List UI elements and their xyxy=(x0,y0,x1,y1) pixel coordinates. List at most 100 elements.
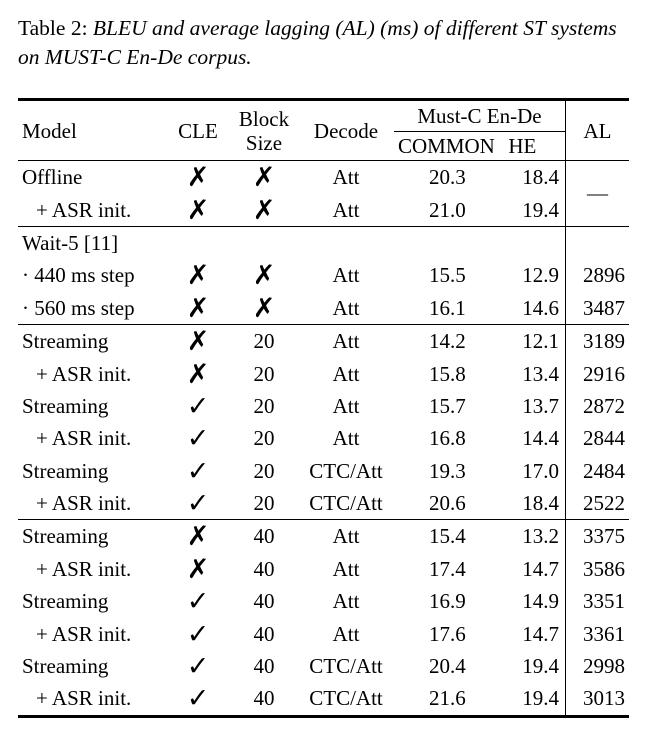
row-common: 17.4 xyxy=(429,556,466,581)
row-decode: Att xyxy=(332,361,360,386)
row-model: + ASR init. xyxy=(36,621,132,646)
row-he: 14.6 xyxy=(479,291,566,325)
row-common: 15.8 xyxy=(429,361,466,386)
caption-label: Table 2: xyxy=(18,16,88,40)
row-block: 20 xyxy=(253,393,275,418)
row-model: + ASR init. xyxy=(36,197,132,222)
row-al: 2872 xyxy=(583,393,625,418)
row-common: 16.1 xyxy=(429,295,466,320)
row-block: 20 xyxy=(253,361,275,386)
row-common: 21.0 xyxy=(429,197,466,222)
row-common: 20.4 xyxy=(429,654,466,679)
table-row: + ASR init. ✓ 40 CTC/Att 21.6 19.4 3013 xyxy=(18,682,629,718)
row-decode: Att xyxy=(332,263,360,288)
cross-icon: ✗ xyxy=(186,358,210,389)
row-model: + ASR init. xyxy=(18,682,166,718)
header-block-size: Block Size xyxy=(230,99,298,161)
row-he: 17.0 xyxy=(479,454,566,487)
row-model: Streaming xyxy=(22,393,109,418)
row-block: 20 xyxy=(253,491,275,516)
row-decode: CTC/Att xyxy=(309,491,383,516)
row-decode: Att xyxy=(298,519,394,553)
cross-icon: ✗ xyxy=(186,260,210,291)
row-common: 20.6 xyxy=(429,491,466,516)
row-common: 16.8 xyxy=(429,426,466,451)
row-al: 2916 xyxy=(583,361,625,386)
table-row: Streaming ✗ 20 Att 14.2 12.1 3189 xyxy=(18,323,629,358)
check-icon: ✓ xyxy=(186,390,210,421)
caption-text: BLEU and average lagging (AL) (ms) of di… xyxy=(18,16,617,69)
cross-icon: ✗ xyxy=(186,553,210,584)
row-block: 40 xyxy=(253,589,275,614)
row-model: + ASR init. xyxy=(36,556,132,581)
header-must-c-group: Must-C En-De xyxy=(394,99,566,132)
check-icon: ✓ xyxy=(186,488,210,519)
table-row: Wait-5 [11] xyxy=(18,225,629,260)
check-icon: ✓ xyxy=(186,586,210,617)
table-row: + ASR init. ✓ 20 CTC/Att 20.6 18.4 2522 xyxy=(18,486,629,520)
row-block: 40 xyxy=(253,654,275,679)
row-common: 15.4 xyxy=(394,519,480,553)
cross-icon: ✗ xyxy=(186,194,210,225)
row-common: 16.9 xyxy=(429,589,466,614)
results-table: Model CLE Block Size Decode Must-C En-De… xyxy=(18,98,629,718)
row-model: Wait-5 [11] xyxy=(18,225,166,260)
row-decode: Att xyxy=(332,621,360,646)
row-model: Streaming xyxy=(18,519,166,553)
table-row: · 560 ms step ✗ ✗ Att 16.1 14.6 3487 xyxy=(18,291,629,325)
row-he: 18.4 xyxy=(479,160,566,194)
row-he: 19.4 xyxy=(479,193,566,227)
row-block: 20 xyxy=(230,323,298,358)
row-model: + ASR init. xyxy=(36,361,132,386)
row-he: 12.9 xyxy=(479,259,566,292)
cross-icon: ✗ xyxy=(252,194,276,225)
header-row-1: Model CLE Block Size Decode Must-C En-De… xyxy=(18,99,629,161)
cross-icon: ✗ xyxy=(186,162,210,193)
row-decode: CTC/Att xyxy=(298,682,394,718)
row-block: 20 xyxy=(253,426,275,451)
row-decode: Att xyxy=(332,295,360,320)
row-common: 14.2 xyxy=(394,323,480,358)
row-block: 40 xyxy=(253,621,275,646)
table-row: Offline ✗ ✗ Att 20.3 18.4 — xyxy=(18,160,629,205)
row-al: 2844 xyxy=(583,426,625,451)
row-model: Streaming xyxy=(22,458,109,483)
header-block-line1: Block xyxy=(238,106,290,131)
row-al: 2522 xyxy=(583,491,625,516)
table-caption: Table 2: BLEU and average lagging (AL) (… xyxy=(18,14,643,72)
row-he: 14.7 xyxy=(479,617,566,650)
cross-icon: ✗ xyxy=(166,519,230,553)
cross-icon: ✗ xyxy=(166,323,230,358)
row-block: 40 xyxy=(253,556,275,581)
table-row: Streaming ✓ 20 CTC/Att 19.3 17.0 2484 xyxy=(18,454,629,487)
header-he: HE xyxy=(479,131,566,161)
row-model: + ASR init. xyxy=(36,426,132,451)
row-decode: CTC/Att xyxy=(309,458,383,483)
row-block: 40 xyxy=(230,519,298,553)
row-he: 13.2 xyxy=(479,519,566,553)
row-al: 3351 xyxy=(583,589,625,614)
cross-icon: ✗ xyxy=(252,260,276,291)
row-al: 3375 xyxy=(565,519,629,553)
check-icon: ✓ xyxy=(186,618,210,649)
header-row-2: COMMON HE xyxy=(18,131,629,161)
header-decode: Decode xyxy=(298,99,394,161)
table-row: + ASR init. ✓ 20 Att 16.8 14.4 2844 xyxy=(18,422,629,455)
header-model: Model xyxy=(18,99,166,161)
row-decode: CTC/Att xyxy=(309,654,383,679)
row-al: 3189 xyxy=(565,323,629,358)
row-block: 40 xyxy=(230,682,298,718)
row-al: — xyxy=(587,181,608,206)
table-row: Streaming ✓ 40 CTC/Att 20.4 19.4 2998 xyxy=(18,649,629,683)
row-he: 14.7 xyxy=(479,552,566,586)
table-row: + ASR init. ✗ 20 Att 15.8 13.4 2916 xyxy=(18,357,629,390)
row-decode: Att xyxy=(332,197,360,222)
row-al: 2998 xyxy=(583,654,625,679)
cross-icon: ✗ xyxy=(186,292,210,323)
row-he: 14.9 xyxy=(479,585,566,618)
row-decode: Att xyxy=(298,323,394,358)
table-row: Streaming ✓ 40 Att 16.9 14.9 3351 xyxy=(18,585,629,618)
row-he: 14.4 xyxy=(479,422,566,455)
header-block-line2: Size xyxy=(245,130,283,155)
row-common: 15.7 xyxy=(429,393,466,418)
